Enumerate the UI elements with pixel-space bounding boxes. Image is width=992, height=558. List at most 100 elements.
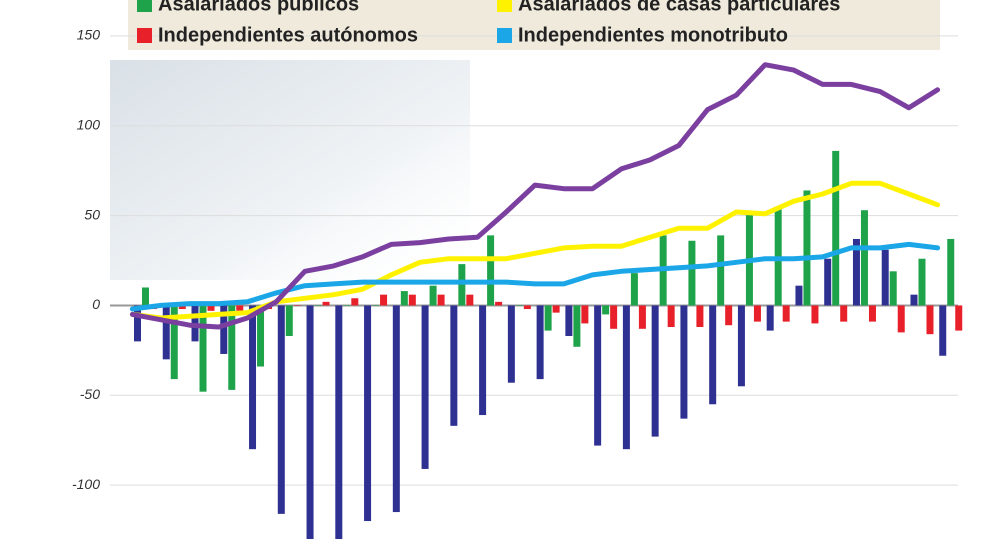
bar <box>306 305 314 540</box>
bar <box>408 294 416 306</box>
bar <box>207 305 215 311</box>
bar <box>602 305 610 315</box>
bar <box>351 298 359 306</box>
legend-swatch <box>497 0 512 12</box>
bar <box>249 305 257 450</box>
bar <box>364 305 372 522</box>
bar <box>926 305 934 335</box>
bar <box>897 305 905 333</box>
bar <box>372 305 380 306</box>
bar <box>228 305 236 390</box>
legend-label: Independientes autónomos <box>158 24 418 46</box>
bar <box>178 305 186 310</box>
bar <box>536 305 544 380</box>
bar <box>392 305 400 513</box>
legend: Asalariados públicos Independientes autón… <box>137 0 840 46</box>
bar <box>918 258 926 306</box>
bar <box>860 210 868 306</box>
bar <box>622 305 630 450</box>
y-tick-label: 100 <box>77 116 101 132</box>
bar <box>437 294 445 306</box>
bar <box>199 305 207 392</box>
bar <box>335 305 343 540</box>
bar <box>458 264 466 306</box>
bar <box>314 305 322 306</box>
bar <box>910 294 918 306</box>
bar <box>523 305 531 310</box>
bar <box>630 273 638 306</box>
bar <box>380 294 388 306</box>
bar <box>466 294 474 306</box>
bar <box>400 291 408 306</box>
bar <box>142 287 149 306</box>
bar <box>293 305 301 306</box>
bar <box>343 305 351 306</box>
bar <box>257 305 265 367</box>
bar <box>803 190 811 306</box>
bar <box>487 235 495 306</box>
y-tick-label: 50 <box>84 206 100 222</box>
bar <box>688 240 696 306</box>
bar <box>766 305 774 331</box>
bar <box>450 305 458 426</box>
bar <box>565 305 573 336</box>
bar <box>507 305 515 383</box>
bar <box>795 285 803 306</box>
bar <box>696 305 704 328</box>
legend-label: Asalariados públicos <box>158 0 359 15</box>
bar <box>939 305 947 356</box>
bar <box>832 150 840 306</box>
bar <box>852 238 860 306</box>
bar <box>236 305 244 311</box>
bar <box>322 301 330 306</box>
bar <box>544 305 552 331</box>
line <box>129 241 941 312</box>
background-image <box>110 60 470 280</box>
y-tick-label: 0 <box>92 296 100 312</box>
bar <box>782 305 790 322</box>
line <box>129 62 941 330</box>
bar <box>162 305 170 360</box>
legend-swatch <box>137 0 152 12</box>
bar <box>947 238 955 306</box>
legend-label: Independientes monotributo <box>518 24 788 46</box>
bar <box>515 305 523 306</box>
bar <box>170 305 178 380</box>
legend-swatch <box>497 28 512 43</box>
bar <box>552 305 560 313</box>
bar <box>479 305 487 416</box>
bar <box>774 206 782 306</box>
y-tick-label: 150 <box>77 27 101 43</box>
bar <box>285 305 293 336</box>
bar <box>881 249 889 306</box>
bar <box>680 305 688 419</box>
bar <box>737 305 745 387</box>
bar <box>840 305 848 322</box>
legend-box <box>128 0 940 50</box>
bar <box>753 305 761 322</box>
bar <box>889 271 897 306</box>
bar <box>824 258 832 306</box>
plot-area: -100 -50 0 50 100 150 <box>72 27 963 540</box>
bar <box>421 305 429 469</box>
bar <box>134 305 141 342</box>
bar <box>277 305 285 514</box>
bar <box>638 305 646 329</box>
bar <box>651 305 659 437</box>
bar <box>667 305 675 328</box>
bar <box>610 305 618 329</box>
bar <box>573 305 581 347</box>
legend-label: Asalariados de casas particulares <box>518 0 840 15</box>
bar <box>955 305 963 331</box>
y-tick-label: -50 <box>80 386 100 402</box>
bar <box>594 305 602 446</box>
bar <box>811 305 819 324</box>
bar <box>495 301 503 306</box>
bar <box>717 235 725 306</box>
y-tick-label: -100 <box>72 476 100 492</box>
bar <box>868 305 876 322</box>
legend-swatch <box>137 28 152 43</box>
bar <box>581 305 589 324</box>
bar <box>220 305 228 354</box>
